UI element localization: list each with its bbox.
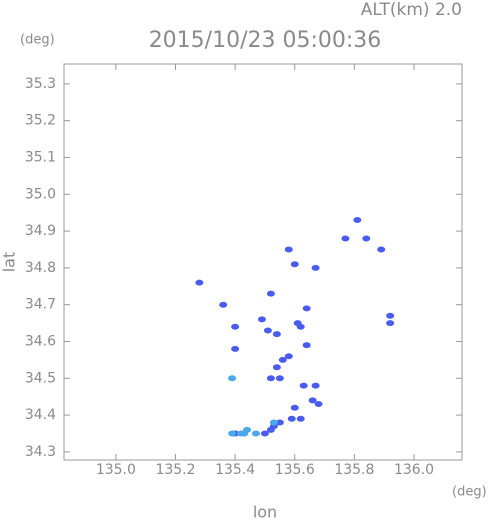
echo-point xyxy=(362,235,371,242)
altitude-label: ALT(km) 2.0 xyxy=(361,0,462,20)
y-tick-label: 34.8 xyxy=(25,260,56,276)
echo-point xyxy=(386,312,395,319)
echo-point xyxy=(219,301,228,308)
y-tick-label: 34.6 xyxy=(25,333,56,349)
echo-point xyxy=(231,323,240,330)
echo-point xyxy=(290,404,299,411)
x-tick-label: 135.8 xyxy=(334,462,374,478)
y-tick-label: 35.3 xyxy=(25,76,56,92)
x-axis-label: lon xyxy=(253,503,277,521)
echo-point xyxy=(296,323,305,330)
echo-point xyxy=(266,426,275,433)
y-tick-label: 34.3 xyxy=(25,444,56,460)
chart-title: 2015/10/23 05:00:36 xyxy=(149,28,382,53)
y-tick-label: 34.7 xyxy=(25,297,56,313)
x-tick-label: 135.6 xyxy=(275,462,315,478)
echo-point xyxy=(302,342,311,349)
x-tick-label: 135.2 xyxy=(155,462,195,478)
echo-point xyxy=(257,316,266,323)
x-tick-label: 135.4 xyxy=(215,462,255,478)
echo-point xyxy=(260,430,269,437)
echo-point xyxy=(251,430,260,437)
echo-point xyxy=(263,327,272,334)
echo-point xyxy=(284,246,293,253)
x-tick-label: 136.0 xyxy=(394,462,434,478)
echo-point xyxy=(272,364,281,371)
echo-point xyxy=(278,356,287,363)
echo-point xyxy=(269,419,278,426)
echo-point xyxy=(266,375,275,382)
echo-point xyxy=(302,305,311,312)
echo-point xyxy=(228,375,237,382)
y-tick-label: 34.4 xyxy=(25,407,56,423)
echo-point xyxy=(377,246,386,253)
echo-point xyxy=(231,345,240,352)
echo-point xyxy=(266,290,275,297)
echo-point xyxy=(284,353,293,360)
echo-point xyxy=(195,279,204,286)
y-tick-label: 34.5 xyxy=(25,370,56,386)
echo-point xyxy=(341,235,350,242)
y-tick-label: 35.2 xyxy=(25,113,56,129)
echo-point xyxy=(311,264,320,271)
echo-point xyxy=(290,261,299,268)
y-axis-label: lat xyxy=(0,252,19,273)
echo-point xyxy=(308,397,317,404)
echo-point xyxy=(287,415,296,422)
echo-point xyxy=(299,382,308,389)
plot-frame xyxy=(63,63,463,461)
echo-point xyxy=(353,217,362,224)
echo-point xyxy=(314,401,323,408)
y-unit: (deg) xyxy=(20,33,55,48)
y-tick-label: 35.0 xyxy=(25,186,56,202)
echo-point xyxy=(386,320,395,327)
echo-point xyxy=(275,375,284,382)
echo-point xyxy=(275,419,284,426)
echo-point xyxy=(272,331,281,338)
y-tick-label: 34.9 xyxy=(25,223,56,239)
echo-point xyxy=(228,430,237,437)
x-tick-label: 135.0 xyxy=(96,462,136,478)
x-unit: (deg) xyxy=(452,485,487,500)
y-tick-label: 35.1 xyxy=(25,149,56,165)
echo-point xyxy=(311,382,320,389)
echo-point xyxy=(237,430,246,437)
echo-point xyxy=(296,415,305,422)
